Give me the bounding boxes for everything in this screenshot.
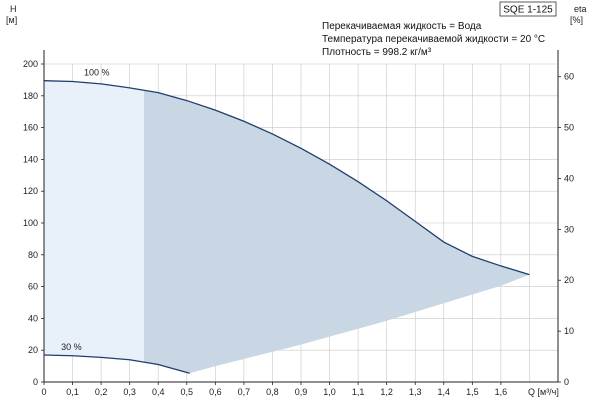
y-tick-label: 180 [23,91,38,101]
x-tick-label: 1,4 [438,387,451,397]
y-right-axis-label: eta [574,4,587,14]
series-line-30 [43,354,190,374]
title-box [499,1,557,17]
x-tick-label: 1,1 [352,387,365,397]
y-tick-label: 40 [28,313,38,323]
series-lines: 100 % 30 % [43,68,530,374]
y-axis-label: H [10,4,17,14]
y-tick-label: 20 [28,345,38,355]
x-tick-label: 0,1 [66,387,79,397]
x-tick-label: 0,7 [238,387,251,397]
x-tick-label: 1,0 [323,387,336,397]
x-tick-label: 0,5 [181,387,194,397]
y-tick-label: 60 [28,282,38,292]
x-tick-label: 0,8 [266,387,279,397]
chart-title: SQE 1-125 [503,5,553,16]
y-tick-label: 100 [23,218,38,228]
region-dark [143,90,530,374]
y-axis-unit: [м] [6,15,17,25]
region-light [44,80,144,363]
info-line: Температура перекачиваемой жидкости = 20… [322,34,545,45]
y-tick-label: 140 [23,154,38,164]
operating-region [44,80,530,374]
y-tick-label: 0 [33,377,38,387]
info-block: SQE 1-125 Перекачиваемая жидкость = Вода Т… [322,1,557,58]
info-line: Перекачиваемая жидкость = Вода [322,21,482,32]
x-tick-label: 0,3 [123,387,136,397]
x-tick-label: 0,4 [152,387,165,397]
y-right-tick-label: 10 [564,326,574,336]
y-tick-label: 120 [23,186,38,196]
series-label-100: 100 % [84,68,110,78]
y-right-tick-label: 0 [564,377,569,387]
tick-labels: 0 0,1 0,2 0,3 0,4 0,5 0,6 0,7 0,8 0,9 1,0 1,1 1,2 1,3… [23,59,574,397]
x-tick-label: 0,9 [295,387,308,397]
axis-labels: H[м] eta[%] Q [м³/ч] [6,4,587,397]
y-right-tick-label: 50 [564,123,574,133]
y-tick-label: 80 [28,250,38,260]
x-tick-label: 0 [41,387,46,397]
x-tick-label: 1,3 [409,387,422,397]
y-right-tick-label: 60 [564,72,574,82]
x-tick-label: 1,6 [495,387,508,397]
x-tick-label: 1,2 [380,387,393,397]
x-axis-label: Q [м³/ч] [528,387,559,397]
x-tick-label: 0,6 [209,387,222,397]
y-tick-label: 160 [23,123,38,133]
y-right-tick-label: 20 [564,275,574,285]
x-tick-label: 1,5 [466,387,479,397]
y-right-axis-unit: [%] [570,15,583,25]
y-right-tick-label: 30 [564,224,574,234]
y-tick-label: 200 [23,59,38,69]
y-right-tick-label: 40 [564,173,574,183]
series-label-30: 30 % [61,342,82,352]
x-tick-label: 0,2 [95,387,108,397]
series-line-100 [43,80,530,276]
info-line: Плотность = 998.2 кг/м³ [322,47,432,58]
